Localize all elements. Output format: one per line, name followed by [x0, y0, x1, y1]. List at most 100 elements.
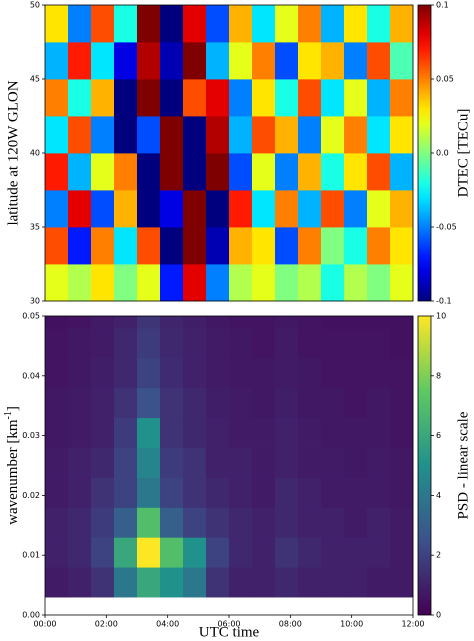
heatmap-cell — [229, 79, 253, 117]
heatmap-cell — [91, 507, 115, 538]
heatmap-cell — [68, 537, 92, 568]
heatmap-cell — [252, 417, 276, 448]
heatmap-cell — [160, 447, 184, 478]
heatmap-cell — [367, 316, 391, 329]
heatmap-cell — [183, 264, 207, 302]
heatmap-cell — [252, 357, 276, 389]
heatmap-cell — [160, 387, 184, 419]
heatmap-cell — [160, 417, 184, 448]
heatmap-cell — [344, 387, 368, 419]
heatmap-cell — [160, 537, 184, 568]
x-tick-label: 10:00 — [340, 620, 363, 629]
y-axis-label-part: wavenumber [km — [5, 419, 21, 525]
heatmap-cell — [206, 42, 230, 80]
heatmap-cell — [183, 357, 207, 389]
heatmap-cell — [367, 327, 391, 359]
heatmap-cell — [68, 327, 92, 359]
heatmap-cell — [344, 567, 368, 598]
heatmap-cell — [390, 327, 414, 359]
heatmap-cell — [344, 42, 368, 80]
heatmap-cell — [390, 537, 414, 568]
heatmap-cell — [252, 447, 276, 478]
heatmap-cell — [45, 316, 69, 329]
colorbar-tick-label: 2 — [436, 551, 441, 560]
heatmap-cell — [183, 537, 207, 568]
heatmap-cell — [367, 417, 391, 448]
heatmap-cell — [252, 227, 276, 265]
heatmap-cell — [367, 477, 391, 508]
heatmap-cell — [321, 5, 345, 43]
heatmap-cell — [229, 227, 253, 265]
heatmap-cell — [229, 507, 253, 538]
heatmap-cell — [91, 357, 115, 389]
heatmap-cell — [344, 327, 368, 359]
heatmap-cell — [91, 537, 115, 568]
heatmap-cell — [390, 507, 414, 538]
heatmap-cell — [275, 264, 299, 302]
heatmap-cell — [45, 387, 69, 419]
heatmap-cell — [344, 477, 368, 508]
heatmap-cell — [45, 153, 69, 191]
colorbar-tick-label: 10 — [436, 312, 446, 321]
heatmap-cell — [68, 5, 92, 43]
heatmap-cell — [68, 417, 92, 448]
heatmap-cell — [367, 153, 391, 191]
heatmap-cell — [275, 567, 299, 598]
colorbar-label: DTEC [TECu] — [455, 109, 471, 198]
heatmap-cell — [137, 447, 161, 478]
heatmap-cell — [275, 116, 299, 154]
heatmap-cell — [45, 357, 69, 389]
heatmap-cell — [160, 264, 184, 302]
heatmap-cell — [45, 116, 69, 154]
heatmap-cell — [45, 227, 69, 265]
x-axis-label: UTC time — [199, 624, 260, 640]
heatmap-cell — [137, 153, 161, 191]
heatmap-cell — [321, 507, 345, 538]
heatmap-cell — [114, 5, 138, 43]
heatmap-cell — [367, 447, 391, 478]
heatmap-cell — [114, 264, 138, 302]
heatmap-cell — [229, 387, 253, 419]
heatmap-cell — [275, 79, 299, 117]
heatmap-cell — [298, 79, 322, 117]
heatmap-cell — [68, 387, 92, 419]
heatmap-cell — [298, 537, 322, 568]
heatmap-cell — [229, 190, 253, 228]
heatmap-cell — [344, 5, 368, 43]
heatmap-cell — [91, 5, 115, 43]
heatmap-cell — [298, 116, 322, 154]
heatmap-cell — [114, 477, 138, 508]
heatmap-cell — [367, 116, 391, 154]
y-axis-label-part: ] — [5, 406, 21, 411]
heatmap-cell — [390, 190, 414, 228]
heatmap-cell — [275, 357, 299, 389]
y-tick-label: 30 — [30, 297, 40, 306]
heatmap-cell — [183, 327, 207, 359]
heatmap-cell — [298, 227, 322, 265]
heatmap-cell — [298, 507, 322, 538]
heatmap-cell — [91, 153, 115, 191]
heatmap-cell — [275, 507, 299, 538]
colorbar-tick-label: 0 — [436, 611, 441, 620]
heatmap-cell — [252, 116, 276, 154]
heatmap-cell — [390, 264, 414, 302]
heatmap-cell — [68, 507, 92, 538]
heatmap-cell — [344, 507, 368, 538]
heatmap-cell — [137, 387, 161, 419]
heatmap-cell — [252, 42, 276, 80]
heatmap-cell — [137, 227, 161, 265]
heatmap-cell — [137, 417, 161, 448]
heatmap-cell — [229, 316, 253, 329]
heatmap-cell — [114, 227, 138, 265]
heatmap-cell — [68, 79, 92, 117]
heatmap-cell — [367, 537, 391, 568]
heatmap-cell — [183, 567, 207, 598]
y-tick-label: 0.03 — [22, 431, 40, 440]
heatmap-cell — [275, 5, 299, 43]
heatmap-cell — [390, 447, 414, 478]
heatmap-cell — [321, 116, 345, 154]
heatmap-cell — [321, 227, 345, 265]
y-tick-label: 0.01 — [22, 551, 40, 560]
heatmap-cell — [114, 190, 138, 228]
heatmap-cell — [45, 79, 69, 117]
